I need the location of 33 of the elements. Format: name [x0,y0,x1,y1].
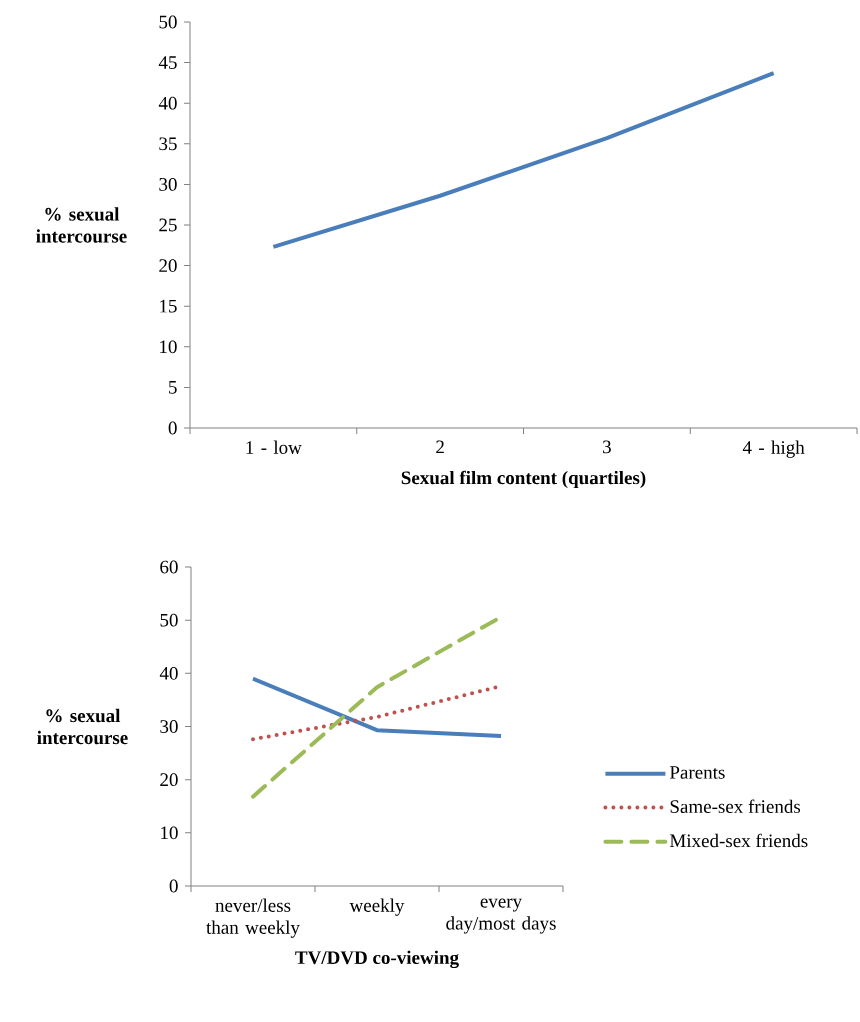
y-tick-label: 10 [161,826,178,840]
x-axis-title: TV/DVD co-viewing [295,950,459,969]
y-tick-label: 15 [160,299,177,313]
y-tick-label: 40 [159,666,178,680]
legend-label: Parents [669,766,725,779]
x-tick-label: never/less than weekly [206,898,300,938]
x-tick-label: 1 - low [246,440,302,454]
y-tick-label: 0 [169,879,178,893]
x-tick-label: 2 [436,440,444,454]
x-tick-label: every day/most days [446,898,556,934]
y-tick-label: 20 [160,773,178,787]
x-tick-label: 3 [603,440,611,454]
x-tick-label: weekly [349,898,405,916]
y-tick-label: 25 [159,218,177,232]
legend-label: Mixed-sex friends [669,833,808,848]
y-tick-label: 30 [159,177,177,191]
x-axis-title: Sexual film content (quartiles) [401,470,646,489]
y-tick-label: 5 [169,381,177,394]
y-tick-label: 20 [159,259,177,272]
y-tick-label: 35 [159,137,177,151]
y-axis-title: % sexual intercourse [36,207,127,243]
y-tick-label: 50 [159,15,177,29]
legend-label: Same-sex friends [670,799,801,813]
y-tick-label: 45 [158,56,177,69]
y-axis-title: % sexual intercourse [37,708,128,745]
line-series [271,71,776,249]
y-tick-label: 0 [168,421,177,435]
y-tick-label: 60 [160,560,178,574]
x-tick-label: 4 - high [742,440,805,458]
y-tick-label: 10 [160,340,177,354]
y-tick-label: 30 [160,720,178,733]
y-tick-label: 40 [158,96,177,110]
y-tick-label: 50 [160,613,178,627]
